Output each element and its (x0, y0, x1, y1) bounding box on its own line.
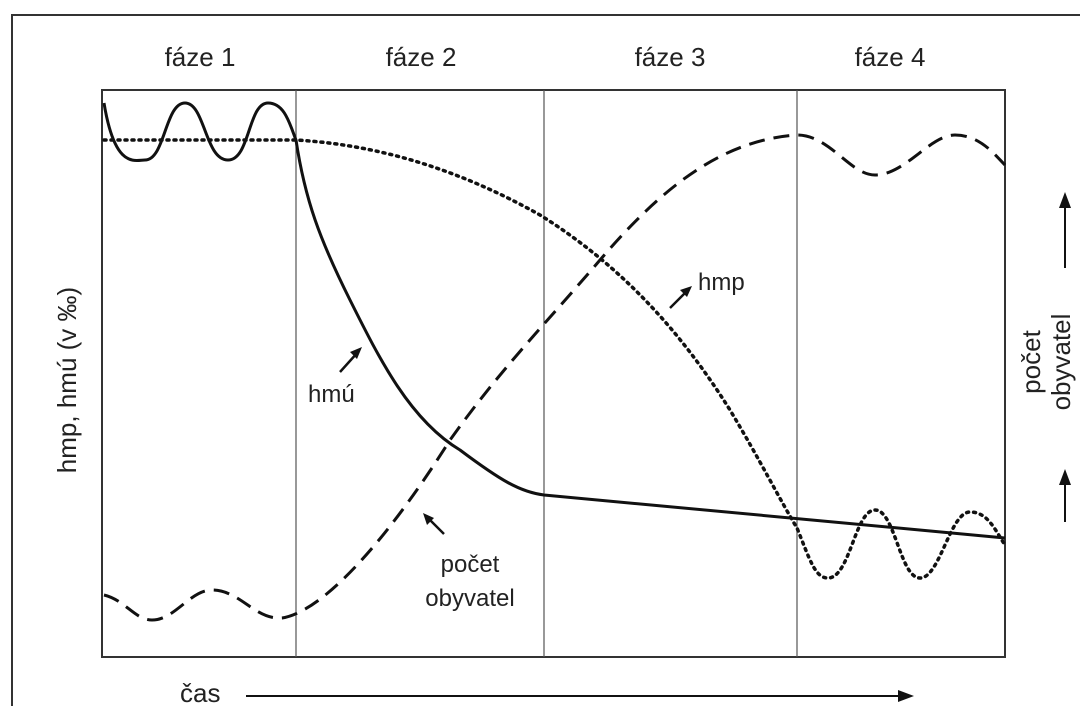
phase-label: fáze 2 (386, 42, 457, 72)
arrowhead (350, 347, 362, 359)
arrowhead (1059, 192, 1071, 208)
phase-label: fáze 1 (165, 42, 236, 72)
curve-label: hmp (698, 269, 745, 296)
death-rate-curve (102, 101, 1006, 540)
right-axis-label: obyvatel (1046, 314, 1076, 411)
phase-label: fáze 3 (635, 42, 706, 72)
curve-label: hmú (308, 381, 355, 408)
birth-rate-curve (102, 138, 1007, 580)
curve-label: obyvatel (425, 585, 514, 612)
y-axis-label: hmp, hmú (v ‰) (52, 287, 82, 473)
x-axis-label: čas (180, 678, 220, 706)
arrowhead (680, 286, 692, 297)
phase-label: fáze 4 (855, 42, 926, 72)
arrowhead (1059, 469, 1071, 485)
outer-frame (11, 14, 1080, 706)
plot-frame (101, 89, 1006, 658)
arrowhead (898, 690, 914, 702)
arrowhead (423, 513, 434, 525)
population-curve (103, 133, 1007, 622)
right-axis-label: počet (1016, 329, 1046, 393)
curve-label: počet (441, 551, 500, 578)
